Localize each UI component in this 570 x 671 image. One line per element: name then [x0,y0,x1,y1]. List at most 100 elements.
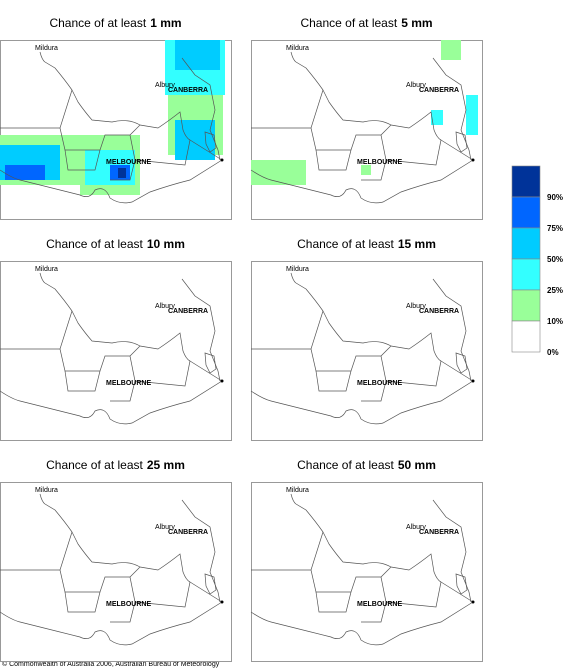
rain-area [118,168,126,178]
panel-title: Chance of at least 1 mm [49,16,181,30]
boundary [455,131,468,153]
title-amount: 50 mm [398,458,436,472]
rain-area [175,120,215,160]
rain-area [441,40,461,60]
place-label: CANBERRA [168,529,208,536]
copyright: © Commonwealth of Australia 2006, Austra… [2,660,220,668]
rain-area [251,160,306,185]
boundary [0,531,191,608]
boundary [0,380,223,425]
place-label: MELBOURNE [106,380,151,387]
boundary [64,370,136,402]
boundary [251,89,442,166]
boundary [181,499,221,603]
boundary [250,601,474,646]
title-amount: 10 mm [147,237,185,251]
boundary [432,499,472,603]
legend-swatch [511,165,541,198]
boundary [315,370,387,402]
legend-swatch [511,289,541,322]
legend-label: 50% [547,255,563,264]
boundary [315,591,387,623]
legend-swatch [511,227,541,260]
rain-area [466,95,478,135]
place-label: Albury [155,303,175,310]
boundary [39,272,223,382]
place-label: Albury [155,524,175,531]
boundary [250,380,474,425]
place-label: MELBOURNE [106,601,151,608]
map-frame [251,261,483,441]
place-label: MELBOURNE [357,159,402,166]
legend-label: 90% [547,193,563,202]
boundary [0,89,191,166]
title-prefix: Chance of at least [300,16,397,30]
legend-label: 0% [547,348,559,357]
boundary [181,57,221,161]
panel-title: Chance of at least 5 mm [300,16,432,30]
city-dot [471,379,475,383]
boundary [432,57,472,161]
rain-area [431,110,443,125]
legend-label: 10% [547,317,563,326]
boundary [455,573,468,595]
rain-area [175,40,220,70]
title-prefix: Chance of at least [49,16,146,30]
legend-label: 25% [547,286,563,295]
title-prefix: Chance of at least [297,458,394,472]
place-label: CANBERRA [419,87,459,94]
panel-title: Chance of at least 10 mm [46,237,185,251]
place-label: Albury [406,82,426,89]
boundary [290,493,474,603]
map-frame [251,40,483,220]
boundary [39,51,223,161]
title-amount: 15 mm [398,237,436,251]
boundary [181,278,221,382]
boundary [315,149,387,181]
boundary [0,601,223,646]
title-prefix: Chance of at least [46,237,143,251]
boundary [39,493,223,603]
map-frame [0,261,232,441]
title-prefix: Chance of at least [46,458,143,472]
city-dot [220,600,224,604]
place-label: Mildura [286,487,309,494]
place-label: Mildura [35,487,58,494]
legend-swatch [511,196,541,229]
place-label: Albury [155,82,175,89]
panel-title: Chance of at least 15 mm [297,237,436,251]
title-amount: 5 mm [401,16,432,30]
boundary [251,531,442,608]
place-label: CANBERRA [419,529,459,536]
place-label: Albury [406,303,426,310]
place-label: Mildura [286,45,309,52]
rain-area [5,165,45,180]
boundary [290,51,474,161]
legend-label: 75% [547,224,563,233]
place-label: MELBOURNE [357,601,402,608]
boundary [64,149,136,181]
city-dot [220,158,224,162]
boundary [204,131,217,153]
place-label: Albury [406,524,426,531]
panel-title: Chance of at least 25 mm [46,458,185,472]
boundary [204,573,217,595]
boundary [290,272,474,382]
title-amount: 25 mm [147,458,185,472]
map-frame [0,482,232,662]
city-dot [471,600,475,604]
place-label: MELBOURNE [106,159,151,166]
rain-area [361,165,371,175]
legend-swatch [511,258,541,291]
map-frame [251,482,483,662]
boundary [64,591,136,623]
title-prefix: Chance of at least [297,237,394,251]
place-label: MELBOURNE [357,380,402,387]
city-dot [471,158,475,162]
